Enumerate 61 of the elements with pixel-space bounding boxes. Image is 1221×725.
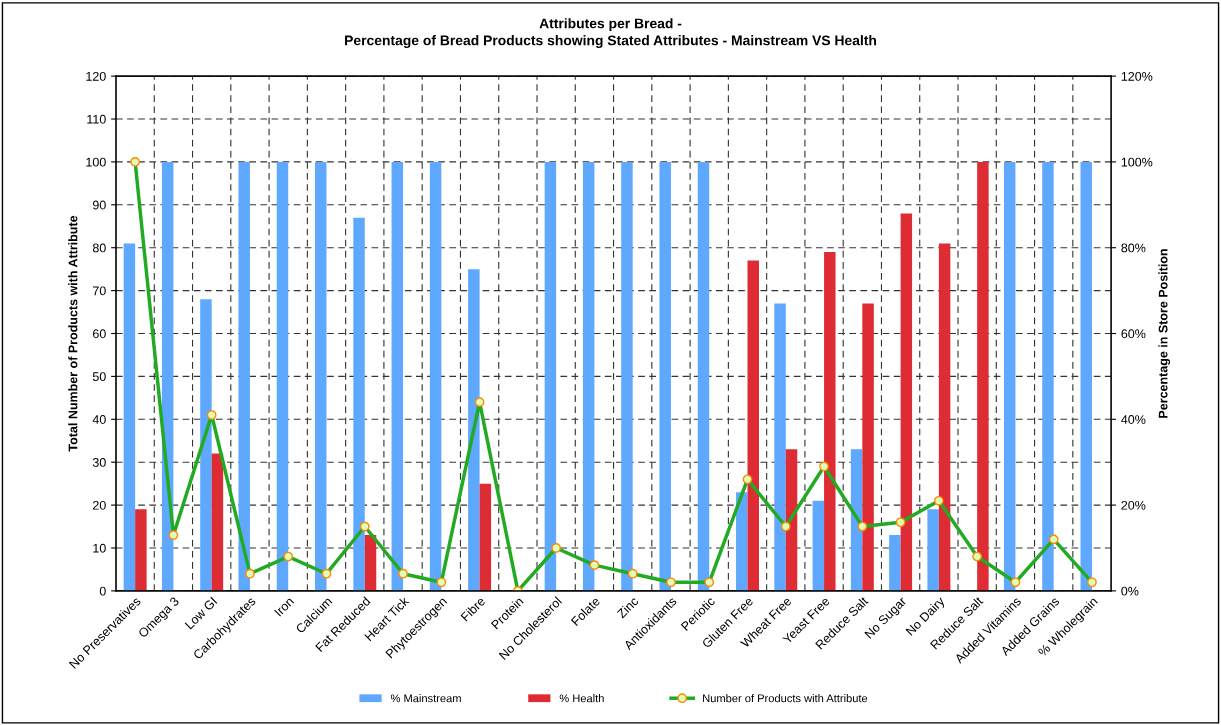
- legend-label: % Health: [559, 694, 604, 703]
- bar: [850, 449, 863, 591]
- y2-tick-label: 100%: [1121, 157, 1153, 167]
- bar: [544, 161, 557, 591]
- bar: [391, 161, 404, 591]
- y-tick-label: 100: [86, 157, 106, 167]
- bar: [353, 217, 365, 591]
- bar: [211, 453, 224, 591]
- bar: [774, 303, 786, 591]
- y2-tick-label: 60%: [1121, 329, 1146, 339]
- bar: [889, 535, 901, 591]
- x-tick-label: Iron: [274, 596, 295, 617]
- y-tick-label: 20: [93, 500, 106, 510]
- bar: [927, 509, 939, 591]
- bar: [479, 483, 492, 591]
- bar: [659, 161, 671, 591]
- bar: [900, 213, 913, 591]
- bar: [364, 535, 377, 591]
- chart-title: Attributes per Bread - Percentage of Bread Products showing Stated Attributes - Mainstream VS Health: [345, 18, 877, 49]
- bar: [1042, 161, 1054, 591]
- bar: [812, 500, 825, 591]
- bar: [429, 161, 442, 591]
- legend-label: Number of Products with Attribute: [703, 694, 868, 703]
- bar: [824, 252, 836, 591]
- y-tick-label: 60: [93, 329, 106, 339]
- bar: [1080, 161, 1092, 591]
- bar: [1003, 161, 1016, 591]
- bar: [238, 161, 250, 591]
- bar: [315, 161, 327, 591]
- bar: [736, 492, 748, 591]
- y2-axis-title: Percentage in Store Position: [1158, 249, 1171, 418]
- y-tick-label: 80: [92, 243, 106, 253]
- bar: [785, 449, 798, 591]
- y2-tick-label: 20%: [1121, 500, 1146, 510]
- bar: [621, 161, 633, 591]
- y-axis-title: Total Number of Products with Attribute: [68, 215, 78, 452]
- bar: [938, 243, 951, 591]
- y-tick-label: 50: [92, 372, 106, 382]
- bar: [747, 260, 759, 591]
- bar: [697, 161, 710, 591]
- y-tick-label: 30: [92, 457, 106, 467]
- y-tick-label: 40: [92, 415, 106, 424]
- y2-tick-label: 40%: [1121, 415, 1146, 424]
- y-tick-label: 0: [99, 586, 106, 596]
- y2-tick-label: 120%: [1121, 71, 1153, 81]
- bar: [200, 299, 212, 591]
- bar: [123, 243, 136, 591]
- y2-tick-label: 0%: [1121, 586, 1139, 596]
- legend-label: % Mainstream: [390, 694, 461, 703]
- y-tick-label: 120: [86, 71, 106, 81]
- bar: [582, 161, 595, 591]
- bar: [135, 509, 147, 591]
- bar: [468, 269, 480, 591]
- y-tick-label: 90: [92, 200, 106, 210]
- y2-tick-label: 80%: [1121, 243, 1146, 253]
- y-tick-label: 110: [87, 114, 106, 124]
- bar: [276, 161, 289, 591]
- bar: [977, 161, 989, 591]
- bar: [862, 303, 874, 591]
- y-tick-label: 70: [93, 286, 106, 296]
- y-tick-label: 10: [93, 543, 106, 553]
